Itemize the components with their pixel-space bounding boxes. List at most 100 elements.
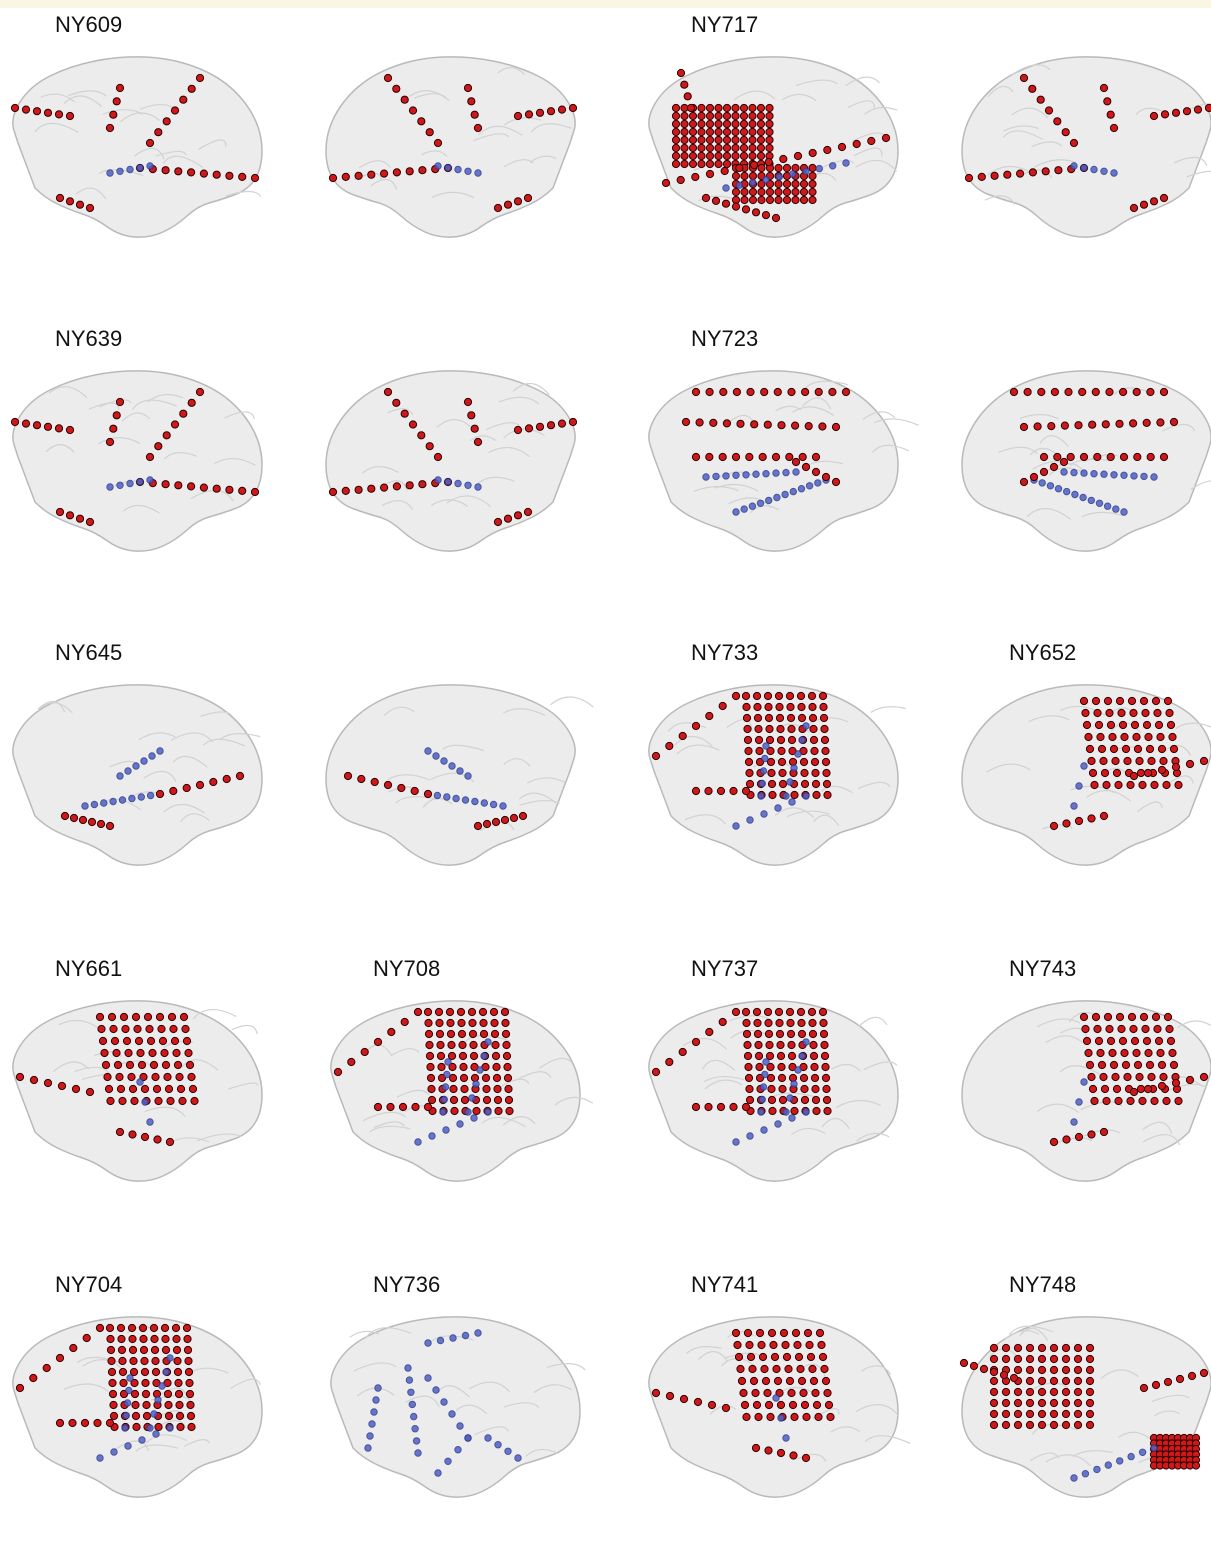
surface-electrode xyxy=(1139,1383,1149,1393)
gyrus-line xyxy=(76,1356,122,1364)
surface-electrode xyxy=(764,157,773,167)
gyrus-line xyxy=(1010,107,1049,119)
depth-electrode xyxy=(432,752,440,760)
surface-electrode xyxy=(1062,1135,1071,1144)
surface-electrode xyxy=(1111,1072,1120,1082)
surface-electrode xyxy=(187,84,196,93)
gyrus-line xyxy=(219,733,261,741)
surface-electrode xyxy=(745,1095,755,1105)
surface-electrode xyxy=(424,1018,433,1028)
depth-electrode xyxy=(138,1436,146,1444)
surface-electrode xyxy=(765,135,774,145)
surface-electrode xyxy=(704,786,713,796)
depth-electrode xyxy=(123,1399,132,1407)
surface-electrode xyxy=(502,1051,512,1061)
surface-electrode xyxy=(109,110,118,119)
surface-electrode xyxy=(1120,732,1129,742)
surface-electrode xyxy=(137,1060,147,1070)
depth-electrode xyxy=(798,736,806,744)
surface-electrode xyxy=(807,691,817,701)
surface-electrode xyxy=(503,1062,512,1072)
surface-electrode xyxy=(736,1364,745,1374)
surface-electrode xyxy=(1033,422,1042,431)
depth-electrode xyxy=(499,802,507,810)
surface-electrode xyxy=(739,111,749,121)
surface-electrode xyxy=(799,757,809,767)
surface-electrode xyxy=(105,437,115,447)
surface-electrode xyxy=(370,777,379,787)
surface-electrode xyxy=(127,1323,137,1333)
gyrus-line xyxy=(1031,1424,1078,1435)
brain-panel: NY743 xyxy=(954,952,1211,1242)
surface-electrode xyxy=(661,178,671,188)
surface-electrode xyxy=(173,1367,183,1377)
surface-electrode xyxy=(823,1106,832,1116)
surface-electrode xyxy=(680,159,689,169)
gyrus-line xyxy=(704,1076,744,1083)
gyrus-line xyxy=(1002,125,1039,132)
surface-electrode xyxy=(671,111,681,121)
gyrus-line xyxy=(485,422,521,431)
surface-electrode xyxy=(186,1400,195,1410)
surface-electrode xyxy=(1097,1060,1107,1070)
gyrus-line xyxy=(63,95,102,107)
gyrus-line xyxy=(1142,1134,1181,1146)
surface-electrode xyxy=(820,735,830,745)
surface-electrode xyxy=(162,431,171,440)
surface-electrode xyxy=(467,97,476,106)
surface-electrode xyxy=(989,1387,999,1397)
depth-electrode xyxy=(794,750,802,758)
depth-electrode xyxy=(136,1078,144,1086)
surface-electrode xyxy=(1061,1354,1071,1364)
surface-electrode xyxy=(809,724,818,734)
surface-electrode xyxy=(175,1411,185,1421)
surface-electrode xyxy=(743,1328,753,1338)
surface-electrode xyxy=(1090,780,1099,790)
surface-electrode xyxy=(828,387,837,397)
surface-electrode xyxy=(142,1400,151,1410)
depth-electrode xyxy=(166,1354,174,1362)
surface-electrode xyxy=(776,1051,786,1061)
surface-electrode xyxy=(776,724,785,734)
surface-electrode xyxy=(170,1036,180,1046)
surface-electrode xyxy=(117,1334,126,1344)
surface-electrode xyxy=(697,143,706,153)
depth-electrode xyxy=(752,470,760,478)
surface-electrode xyxy=(148,1048,157,1058)
surface-electrode xyxy=(164,1411,174,1421)
surface-electrode xyxy=(190,1096,199,1106)
depth-electrode xyxy=(124,1442,132,1450)
surface-electrode xyxy=(167,1012,177,1022)
surface-electrode xyxy=(803,1328,813,1338)
surface-electrode xyxy=(1157,765,1167,775)
surface-electrode xyxy=(457,1029,467,1039)
depth-electrode xyxy=(1080,1078,1088,1086)
depth-electrode xyxy=(748,502,757,510)
surface-electrode xyxy=(1025,1376,1035,1386)
surface-electrode xyxy=(1105,387,1114,397)
gyrus-line xyxy=(1008,1325,1054,1336)
surface-electrode xyxy=(799,179,809,189)
gyrus-line xyxy=(145,1434,188,1444)
gyrus-line xyxy=(870,706,906,713)
surface-electrode xyxy=(100,1048,109,1058)
surface-electrode xyxy=(1171,1078,1181,1088)
depth-electrode xyxy=(456,1120,464,1128)
depth-electrode xyxy=(1070,1474,1078,1482)
surface-electrode xyxy=(808,195,817,205)
surface-electrode xyxy=(150,1345,160,1355)
surface-electrode xyxy=(181,1024,190,1034)
depth-electrode xyxy=(374,1384,382,1392)
surface-electrode xyxy=(791,421,800,430)
surface-electrode xyxy=(731,187,741,197)
surface-electrode xyxy=(71,1084,81,1094)
surface-electrode xyxy=(183,1345,193,1355)
gyrus-line xyxy=(225,190,262,197)
depth-electrode xyxy=(464,1434,472,1442)
surface-electrode xyxy=(448,1073,458,1083)
surface-electrode xyxy=(823,145,832,155)
surface-electrode xyxy=(78,815,88,825)
depth-electrode xyxy=(1095,499,1104,508)
surface-electrode xyxy=(811,779,821,789)
surface-electrode xyxy=(127,1072,136,1082)
